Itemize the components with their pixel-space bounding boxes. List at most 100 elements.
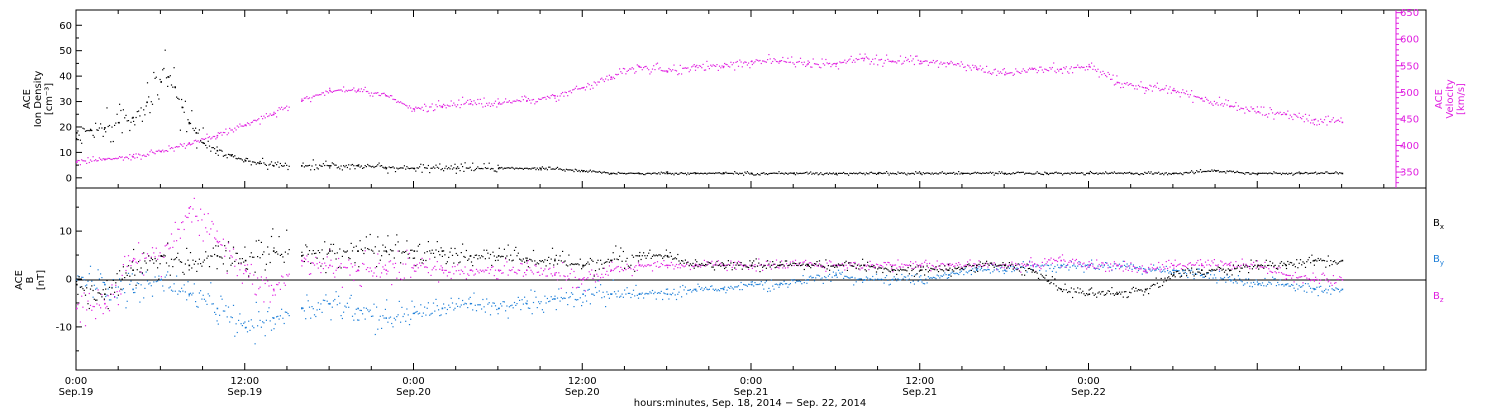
scatter-dot — [649, 73, 651, 75]
scatter-dot — [384, 264, 386, 266]
scatter-dot — [1058, 287, 1060, 289]
scatter-dot — [1183, 92, 1185, 94]
scatter-dot — [278, 107, 280, 109]
scatter-dot — [969, 259, 971, 261]
scatter-dot — [831, 173, 833, 175]
scatter-dot — [593, 294, 595, 296]
scatter-dot — [1079, 172, 1081, 174]
scatter-dot — [1046, 264, 1048, 266]
scatter-dot — [592, 293, 594, 295]
scatter-dot — [1226, 274, 1228, 276]
scatter-dot — [706, 60, 708, 62]
data-point — [807, 63, 809, 65]
scatter-dot — [107, 288, 109, 290]
scatter-dot — [1148, 266, 1150, 269]
scatter-dot — [565, 264, 567, 266]
scatter-dot — [700, 65, 702, 67]
scatter-dot — [1215, 277, 1217, 279]
scatter-dot — [219, 149, 221, 151]
scatter-dot — [789, 283, 791, 285]
scatter-dot — [577, 170, 579, 172]
scatter-dot — [1278, 172, 1280, 174]
scatter-dot — [736, 60, 738, 63]
scatter-dot — [1306, 172, 1308, 174]
scatter-dot — [536, 167, 538, 169]
scatter-dot — [1298, 285, 1300, 287]
scatter-dot — [791, 264, 793, 267]
scatter-dot — [370, 249, 373, 251]
scatter-dot — [807, 279, 809, 281]
scatter-dot — [1234, 172, 1236, 174]
scatter-dot — [944, 265, 946, 267]
scatter-dot — [276, 283, 278, 286]
scatter-dot — [693, 172, 695, 174]
scatter-dot — [639, 264, 641, 266]
scatter-dot — [302, 162, 304, 164]
scatter-dot — [927, 271, 929, 273]
scatter-dot — [420, 163, 422, 165]
scatter-dot — [779, 282, 781, 284]
scatter-dot — [1196, 273, 1198, 275]
scatter-dot — [193, 197, 195, 199]
scatter-dot — [105, 288, 107, 290]
scatter-dot — [84, 160, 87, 162]
scatter-dot — [1102, 70, 1104, 72]
scatter-dot — [725, 264, 727, 266]
scatter-dot — [825, 172, 827, 174]
scatter-dot — [1134, 88, 1136, 90]
scatter-dot — [1018, 172, 1021, 174]
scatter-dot — [419, 312, 421, 314]
scatter-dot — [460, 304, 462, 306]
scatter-dot — [449, 168, 451, 170]
scatter-dot — [454, 163, 456, 165]
scatter-dot — [1211, 260, 1213, 262]
scatter-dot — [1230, 105, 1232, 107]
scatter-dot — [594, 286, 597, 289]
scatter-dot — [1213, 169, 1215, 171]
scatter-dot — [512, 266, 514, 268]
scatter-dot — [970, 172, 972, 175]
scatter-dot — [619, 172, 621, 174]
scatter-dot — [1123, 260, 1126, 262]
scatter-dot — [245, 271, 247, 273]
scatter-dot — [834, 266, 836, 268]
scatter-dot — [1299, 276, 1302, 278]
scatter-dot — [406, 249, 408, 251]
scatter-dot — [1169, 86, 1171, 88]
scatter-dot — [259, 257, 261, 259]
scatter-dot — [1285, 113, 1288, 115]
scatter-dot — [622, 172, 624, 175]
scatter-dot — [769, 266, 771, 268]
scatter-dot — [1192, 101, 1194, 103]
scatter-dot — [1013, 270, 1015, 272]
scatter-dot — [589, 257, 591, 260]
scatter-dot — [1039, 269, 1041, 272]
scatter-dot — [268, 115, 270, 117]
scatter-dot — [386, 299, 388, 301]
scatter-dot — [726, 172, 728, 174]
scatter-dot — [151, 247, 154, 249]
scatter-dot — [381, 272, 383, 274]
scatter-dot — [403, 165, 405, 167]
scatter-dot — [637, 262, 640, 264]
scatter-dot — [736, 286, 738, 288]
scatter-dot — [525, 167, 527, 169]
scatter-dot — [998, 271, 1000, 273]
scatter-dot — [316, 257, 318, 259]
data-point — [104, 127, 106, 129]
scatter-dot — [120, 293, 122, 295]
scatter-dot — [1130, 263, 1132, 265]
scatter-dot — [998, 171, 1000, 173]
scatter-dot — [968, 263, 970, 265]
scatter-dot — [1102, 266, 1104, 268]
scatter-dot — [524, 261, 526, 263]
scatter-dot — [264, 163, 266, 165]
scatter-dot — [1299, 117, 1302, 119]
scatter-dot — [532, 273, 535, 275]
scatter-dot — [368, 311, 370, 313]
scatter-dot — [315, 164, 317, 166]
scatter-dot — [1087, 69, 1089, 71]
scatter-dot — [611, 173, 613, 175]
scatter-dot — [279, 315, 281, 317]
